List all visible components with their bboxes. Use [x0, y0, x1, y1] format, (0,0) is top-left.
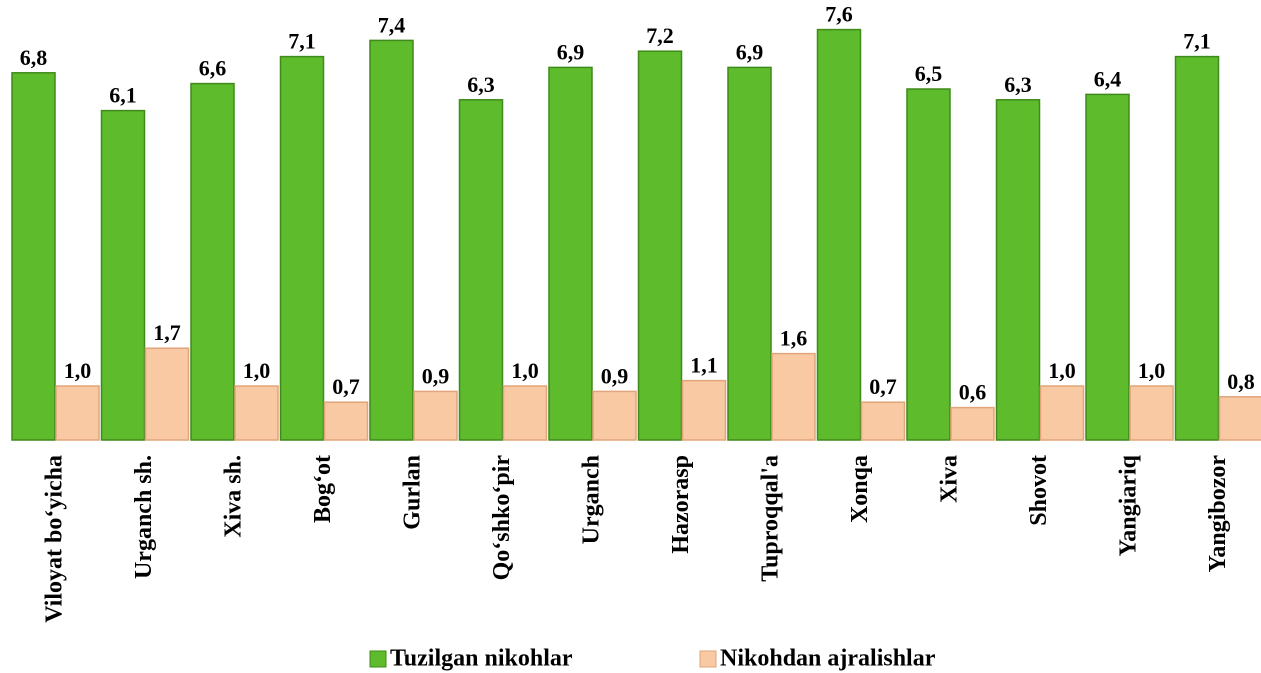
bar: [190, 82, 235, 441]
x-tick-label: Bog‘ot: [310, 455, 336, 523]
value-label: 6,3: [1004, 72, 1032, 97]
value-label: 0,9: [601, 363, 629, 388]
value-label: 1,1: [690, 353, 718, 378]
bar: [906, 88, 951, 441]
bar: [727, 66, 772, 441]
legend-label: Nikohdan ajralishlar: [720, 646, 936, 672]
value-label: 6,1: [109, 83, 137, 108]
legend-label: Tuzilgan nikohlar: [390, 646, 573, 672]
value-label: 0,6: [959, 380, 987, 405]
bar: [100, 109, 146, 441]
value-label: 1,0: [1048, 358, 1076, 383]
value-label: 6,3: [467, 72, 495, 97]
x-tick-label: Xiva sh.: [221, 455, 247, 538]
value-label: 0,7: [869, 374, 897, 399]
x-tick-label: Tuproqqal'a: [758, 455, 784, 582]
bar: [995, 99, 1041, 441]
bar: [323, 401, 369, 441]
x-tick-label: Xonqa: [847, 455, 873, 523]
bar: [369, 39, 414, 441]
x-tick-label: Hazorasp: [668, 455, 694, 554]
value-label: 1,0: [64, 358, 92, 383]
bar: [279, 55, 325, 441]
bar: [11, 72, 56, 441]
x-tick-label: Xiva: [937, 455, 963, 503]
bar: [816, 28, 862, 441]
value-label: 1,0: [1138, 358, 1166, 383]
value-label: 0,8: [1227, 369, 1255, 394]
bar: [234, 385, 279, 441]
bar: [413, 390, 458, 441]
x-tick-label: Urganch: [579, 455, 605, 544]
x-tick-label: Viloyat bo‘yicha: [42, 455, 68, 623]
value-label: 0,9: [422, 363, 450, 388]
x-tick-label: Qo‘shko‘pir: [489, 455, 515, 581]
value-label: 7,4: [378, 12, 406, 37]
value-label: 7,2: [646, 23, 674, 48]
bar: [1174, 55, 1220, 441]
value-label: 1,7: [153, 320, 181, 345]
value-label: 1,0: [243, 358, 271, 383]
bar: [55, 385, 100, 441]
value-label: 1,0: [511, 358, 539, 383]
value-label: 7,1: [288, 29, 316, 54]
legend-swatch: [699, 650, 717, 668]
bar: [1129, 385, 1174, 441]
value-label: 7,1: [1183, 29, 1211, 54]
x-tick-label: Shovot: [1026, 455, 1052, 526]
bar: [548, 66, 593, 441]
value-label: 1,6: [780, 326, 808, 351]
bar: [1085, 93, 1130, 441]
value-label: 7,6: [825, 2, 853, 27]
x-tick-label: Urganch sh.: [131, 455, 157, 579]
bar: [1218, 396, 1261, 441]
bar: [592, 390, 637, 441]
value-label: 6,4: [1094, 66, 1122, 91]
value-label: 6,9: [736, 39, 764, 64]
value-label: 6,9: [557, 39, 585, 64]
bar: [144, 347, 190, 441]
legend-swatch: [369, 650, 387, 668]
value-label: 6,6: [199, 56, 227, 81]
x-tick-label: Yangibozor: [1205, 455, 1231, 573]
x-tick-label: Gurlan: [400, 455, 426, 530]
bar: [637, 50, 683, 441]
x-tick-label: Yangiariq: [1116, 454, 1142, 556]
bar: [681, 379, 727, 441]
bar: [860, 401, 906, 441]
bar: [771, 352, 816, 441]
bar: [950, 406, 995, 441]
bar: [1039, 385, 1085, 441]
bar: [502, 385, 548, 441]
value-label: 6,5: [915, 61, 943, 86]
bar: [458, 99, 504, 441]
value-label: 0,7: [332, 374, 360, 399]
value-label: 6,8: [20, 45, 48, 70]
